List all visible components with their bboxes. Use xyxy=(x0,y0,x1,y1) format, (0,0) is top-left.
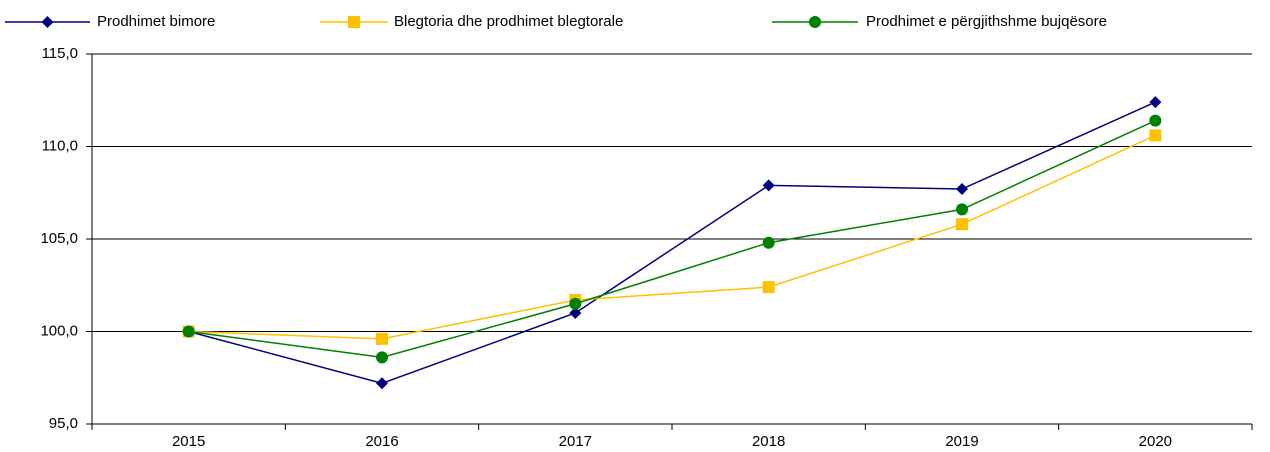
marker xyxy=(569,307,582,319)
legend-label: Prodhimet e përgjithshme bujqësore xyxy=(866,13,1107,30)
marker xyxy=(762,281,775,294)
x-tick-label: 2018 xyxy=(752,433,785,450)
marker xyxy=(376,332,388,345)
x-tick-label: 2016 xyxy=(365,433,398,450)
marker xyxy=(376,377,388,390)
marker xyxy=(41,16,54,28)
legend-label: Blegtoria dhe prodhimet blegtorale xyxy=(394,13,623,30)
x-tick-label: 2019 xyxy=(945,433,978,450)
series-line xyxy=(188,101,1156,385)
marker xyxy=(956,218,968,231)
legend-label: Prodhimet bimore xyxy=(97,13,215,30)
marker xyxy=(956,203,968,216)
y-tick-label: 100,0 xyxy=(40,322,78,339)
marker xyxy=(1149,96,1162,109)
marker xyxy=(569,297,582,310)
x-tick-label: 2015 xyxy=(172,433,205,450)
x-tick-label: 2017 xyxy=(559,433,592,450)
marker xyxy=(762,236,775,249)
y-tick-label: 115,0 xyxy=(42,45,78,62)
marker xyxy=(182,325,195,338)
x-tick-label: 2020 xyxy=(1139,433,1172,450)
marker xyxy=(1149,129,1162,142)
marker xyxy=(762,179,775,192)
marker xyxy=(348,16,360,28)
y-tick-label: 95,0 xyxy=(49,415,78,432)
y-tick-label: 110,0 xyxy=(42,137,78,154)
marker xyxy=(376,351,388,364)
y-tick-label: 105,0 xyxy=(40,230,78,247)
marker xyxy=(1149,114,1162,127)
marker xyxy=(809,16,821,28)
series-line xyxy=(188,134,1156,340)
series-line xyxy=(188,119,1156,359)
marker xyxy=(956,183,968,196)
